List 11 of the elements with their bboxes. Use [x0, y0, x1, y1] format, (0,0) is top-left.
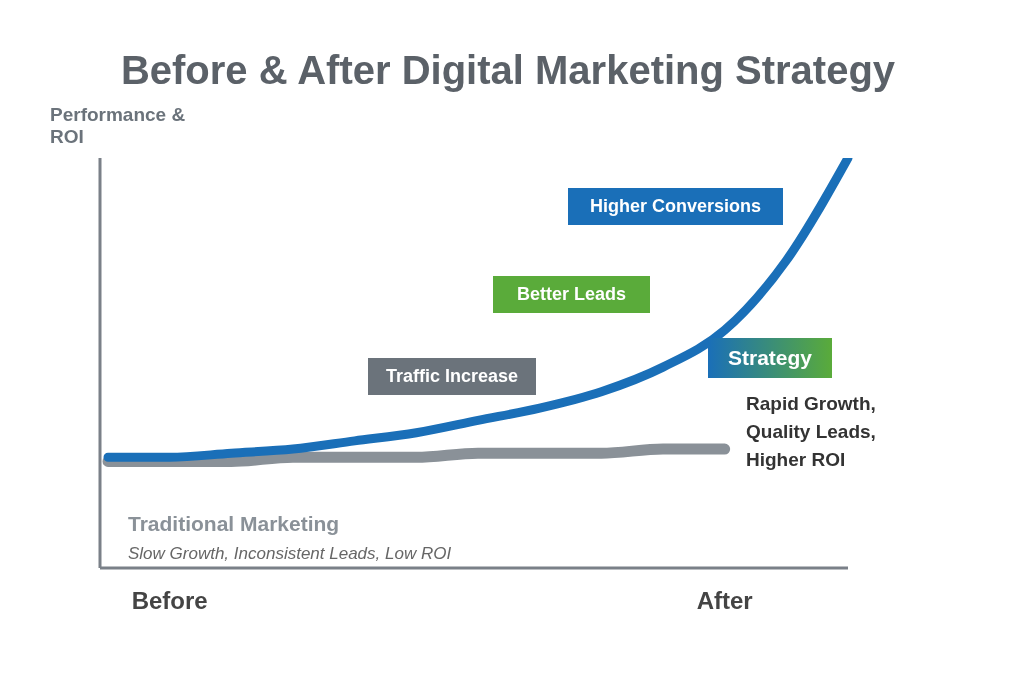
annotation: Better Leads — [493, 276, 651, 313]
x-tick-label: After — [696, 587, 753, 615]
y-axis-title: Performance & ROI — [50, 104, 187, 148]
chart-title: Before & After Digital Marketing Strategy — [119, 48, 897, 93]
annotation: Higher Conversions — [568, 188, 784, 225]
annotation: Rapid Growth, Quality Leads, Higher ROI — [746, 392, 877, 472]
annotation: Slow Growth, Inconsistent Leads, Low ROI — [128, 544, 452, 564]
x-tick-label: Before — [131, 587, 208, 615]
text: Traditional Marketing — [128, 512, 340, 536]
annotation: Traffic Increase — [368, 358, 537, 395]
series-label: Strategy — [708, 338, 833, 378]
